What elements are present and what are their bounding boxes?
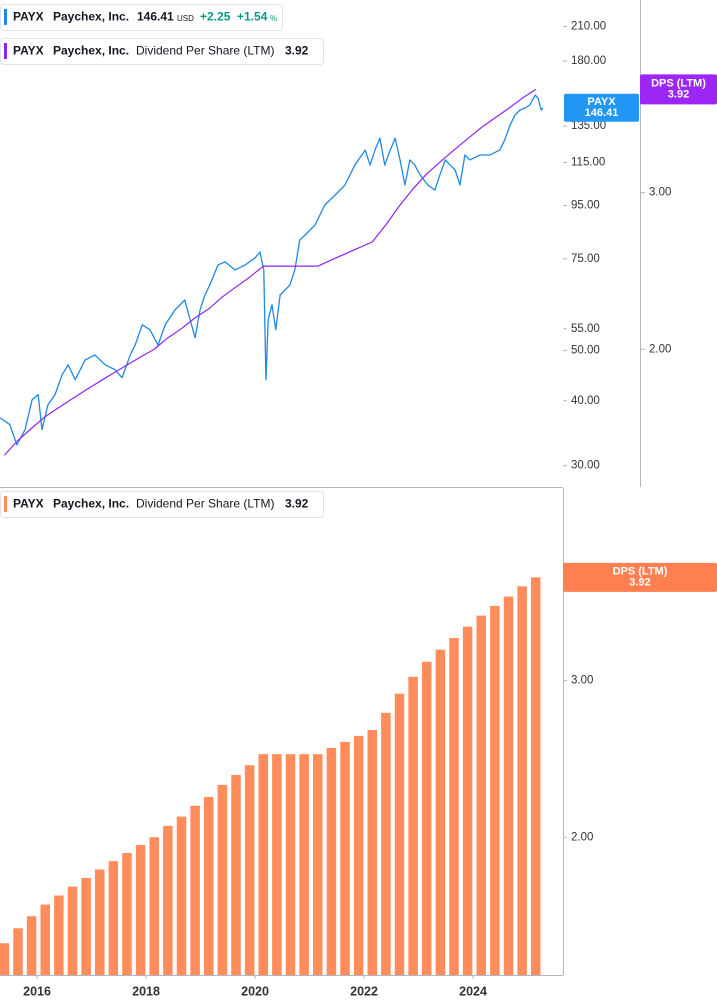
bar xyxy=(122,853,132,975)
bar xyxy=(0,943,10,975)
bar xyxy=(462,626,473,975)
last-value-box xyxy=(640,74,717,105)
y-tick-label: 135.00 xyxy=(571,120,606,132)
legend-metric: Dividend Per Share (LTM) xyxy=(136,44,275,58)
y-tick-label: 30.00 xyxy=(571,460,600,472)
last-value-label: 3.92 xyxy=(668,89,689,101)
bar xyxy=(163,825,173,975)
bar xyxy=(490,605,500,975)
x-tick-label: 2018 xyxy=(132,984,160,998)
bar xyxy=(94,869,105,975)
legend-value: 3.92 xyxy=(285,497,309,511)
bar xyxy=(530,577,541,975)
legend-bars: PAYX Paychex, Inc. Dividend Per Share (L… xyxy=(0,491,324,518)
bar xyxy=(285,754,296,975)
y-tick-label: 180.00 xyxy=(571,55,606,67)
x-tick-label: 2022 xyxy=(350,984,378,998)
last-value-label: 3.92 xyxy=(629,577,650,589)
y-tick-label: 2.00 xyxy=(571,831,593,843)
bar xyxy=(435,649,446,975)
legend-name: Paychex, Inc. xyxy=(53,44,129,58)
legend-swatch xyxy=(4,496,7,512)
legend-value: 3.92 xyxy=(285,44,309,58)
legend-swatch xyxy=(4,43,7,59)
bar xyxy=(353,735,364,975)
bar xyxy=(231,774,241,975)
y2-tick-label: 3.00 xyxy=(649,187,671,199)
legend-change: +2.25 xyxy=(200,10,231,24)
x-tick-label: 2016 xyxy=(23,984,51,998)
last-value-label: DPS (LTM) xyxy=(651,78,706,90)
y-tick-label: 55.00 xyxy=(571,323,600,335)
bar xyxy=(312,754,323,975)
bar xyxy=(299,754,309,975)
y-tick-label: 115.00 xyxy=(571,156,605,168)
bar xyxy=(340,741,350,975)
bar xyxy=(517,586,527,975)
bar xyxy=(503,596,514,975)
legend-box xyxy=(0,4,283,31)
bar xyxy=(149,837,159,975)
legend-swatch xyxy=(4,9,7,25)
bar xyxy=(449,638,459,975)
legend-change-percent: +1.54 xyxy=(237,10,268,24)
legend-percent-sign: % xyxy=(270,14,277,23)
y-tick-label: 3.00 xyxy=(571,675,593,687)
bar xyxy=(476,615,486,975)
bar xyxy=(203,796,214,975)
bar xyxy=(421,661,432,975)
legend-price: PAYX Paychex, Inc. 146.41 USD +2.25 +1.5… xyxy=(0,4,283,31)
legend-metric: Dividend Per Share (LTM) xyxy=(136,497,275,511)
bar xyxy=(326,747,337,975)
legend-currency: USD xyxy=(177,14,194,23)
y-tick-label: 210.00 xyxy=(571,20,606,32)
bar xyxy=(81,877,91,975)
y-tick-label: 50.00 xyxy=(571,344,600,356)
bar xyxy=(367,730,377,975)
legend-price: 146.41 xyxy=(137,10,174,24)
legend-symbol: PAYX xyxy=(13,497,44,511)
x-tick-label: 2020 xyxy=(241,984,269,998)
bar xyxy=(258,754,268,975)
bar xyxy=(408,676,418,975)
series-line xyxy=(3,88,537,456)
series-line xyxy=(0,94,544,446)
bar xyxy=(217,784,228,975)
bar xyxy=(135,845,146,975)
legend-box xyxy=(0,38,324,65)
x-tick-label: 2024 xyxy=(459,984,487,998)
bar xyxy=(108,861,119,975)
last-value-box xyxy=(564,93,639,122)
y-tick-label: 40.00 xyxy=(571,395,600,407)
bar xyxy=(40,904,50,975)
bar xyxy=(244,765,255,975)
y2-tick-label: 2.00 xyxy=(649,343,671,355)
last-value-box xyxy=(563,562,717,592)
bar xyxy=(176,816,187,975)
bar xyxy=(381,712,391,975)
legend-symbol: PAYX xyxy=(13,44,44,58)
bar xyxy=(13,928,23,975)
bar xyxy=(190,805,200,975)
marks: 30.00 40.00 50.00 55.00 75.00 95.00 115.00 135.… xyxy=(0,20,671,998)
last-value-label: 146.41 xyxy=(585,107,619,119)
bar xyxy=(67,886,78,975)
legend-name: Paychex, Inc. xyxy=(53,497,129,511)
y-tick-label: 75.00 xyxy=(571,253,600,265)
bar xyxy=(394,693,405,975)
bar xyxy=(54,895,64,975)
legend-box xyxy=(0,491,324,518)
bar xyxy=(26,916,37,975)
y-tick-label: 95.00 xyxy=(571,199,600,211)
legend-symbol: PAYX xyxy=(13,10,44,24)
bar xyxy=(272,754,282,975)
legend-name: Paychex, Inc. xyxy=(53,10,129,24)
last-value-label: PAYX xyxy=(587,96,616,108)
legend-dps: PAYX Paychex, Inc. Dividend Per Share (L… xyxy=(0,38,324,65)
last-value-label: DPS (LTM) xyxy=(613,566,668,578)
